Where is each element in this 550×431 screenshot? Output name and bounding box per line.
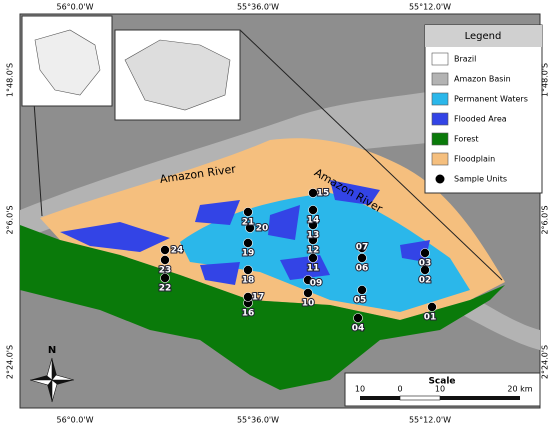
sample-label: 23 — [159, 266, 172, 276]
sample-unit — [427, 302, 437, 312]
lon-label: 55°12.0'W — [409, 416, 451, 425]
sample-unit — [357, 243, 367, 253]
permanent-waters — [180, 193, 470, 312]
lat-label: 1°48.0'S — [541, 63, 550, 97]
legend-swatch — [431, 92, 449, 106]
sample-unit — [308, 220, 318, 230]
lat-label: 2°24.0'S — [6, 345, 15, 379]
legend-label: Brazil — [454, 55, 476, 64]
sample-label: 06 — [356, 264, 369, 274]
sample-label: 02 — [419, 276, 432, 286]
sample-label: 05 — [354, 296, 367, 306]
sample-label: 14 — [307, 216, 320, 226]
sample-unit — [245, 223, 255, 233]
legend-swatch — [431, 132, 449, 146]
forest — [20, 225, 505, 390]
sample-unit — [243, 265, 253, 275]
scale-bar — [360, 396, 400, 400]
sample-unit — [308, 253, 318, 263]
legend-swatch — [431, 52, 449, 66]
legend-label: Sample Units — [454, 175, 507, 184]
scale-bar — [399, 395, 441, 401]
sample-label: 13 — [307, 231, 320, 241]
scale-label: 0 — [397, 385, 402, 394]
north-label: N — [48, 345, 56, 356]
legend-swatch — [431, 152, 449, 166]
north-arrow — [29, 357, 75, 403]
legend-swatch — [431, 112, 449, 126]
sample-label: 20 — [256, 224, 269, 234]
lon-label: 56°0.0'W — [56, 3, 93, 12]
sample-unit — [308, 235, 318, 245]
sample-unit — [353, 313, 363, 323]
flooded-area — [60, 180, 430, 285]
lat-label: 1°48.0'S — [6, 63, 15, 97]
legend-label: Amazon Basin — [454, 75, 511, 84]
legend-label: Permanent Waters — [454, 95, 528, 104]
legend-swatch — [435, 174, 445, 184]
sample-unit — [160, 245, 170, 255]
sample-label: 07 — [356, 243, 369, 253]
legend-label: Forest — [454, 135, 479, 144]
lat-label: 2°24.0'S — [541, 345, 550, 379]
scale-bar — [440, 396, 520, 400]
legend — [424, 24, 543, 194]
sample-unit — [243, 292, 253, 302]
legend-label: Flooded Area — [454, 115, 507, 124]
sample-label: 09 — [310, 279, 323, 289]
sample-unit — [243, 238, 253, 248]
sample-unit — [420, 248, 430, 258]
scale-label: 10 — [355, 385, 365, 394]
sample-label: 04 — [352, 324, 365, 334]
sample-unit — [243, 207, 253, 217]
lat-label: 2°6.0'S — [6, 205, 15, 234]
lon-label: 55°36.0'W — [237, 3, 279, 12]
sample-label: 24 — [171, 246, 184, 256]
sample-unit — [303, 275, 313, 285]
sample-unit — [303, 288, 313, 298]
inset-link — [239, 29, 503, 281]
legend-header — [425, 25, 542, 47]
legend-swatch — [431, 72, 449, 86]
sample-label: 15 — [317, 189, 330, 199]
sample-label: 21 — [242, 218, 255, 228]
scale-title: Scale — [428, 377, 455, 387]
scale-box — [344, 372, 541, 407]
sample-unit — [308, 205, 318, 215]
lon-label: 56°0.0'W — [56, 416, 93, 425]
sample-unit — [160, 273, 170, 283]
scale-label: 20 km — [507, 385, 532, 394]
legend-label: Floodplain — [454, 155, 495, 164]
sample-unit — [308, 188, 318, 198]
sample-unit — [357, 253, 367, 263]
sample-unit — [160, 255, 170, 265]
sample-unit — [420, 265, 430, 275]
sample-label: 10 — [302, 299, 315, 309]
sample-label: 22 — [159, 284, 172, 294]
lon-label: 55°36.0'W — [237, 416, 279, 425]
sample-label: 16 — [242, 309, 255, 319]
sample-unit — [357, 285, 367, 295]
basin-shape — [124, 39, 231, 111]
sample-label: 19 — [242, 249, 255, 259]
legend-title: Legend — [465, 31, 502, 42]
lon-label: 55°12.0'W — [409, 3, 451, 12]
sample-label: 11 — [307, 264, 320, 274]
lat-label: 2°6.0'S — [541, 205, 550, 234]
brazil-shape — [34, 29, 101, 96]
sample-label: 12 — [307, 246, 320, 256]
sample-label: 17 — [252, 293, 265, 303]
sample-label: 01 — [424, 313, 437, 323]
sample-label: 18 — [242, 276, 255, 286]
scale-label: 10 — [435, 385, 445, 394]
sample-label: 03 — [419, 259, 432, 269]
